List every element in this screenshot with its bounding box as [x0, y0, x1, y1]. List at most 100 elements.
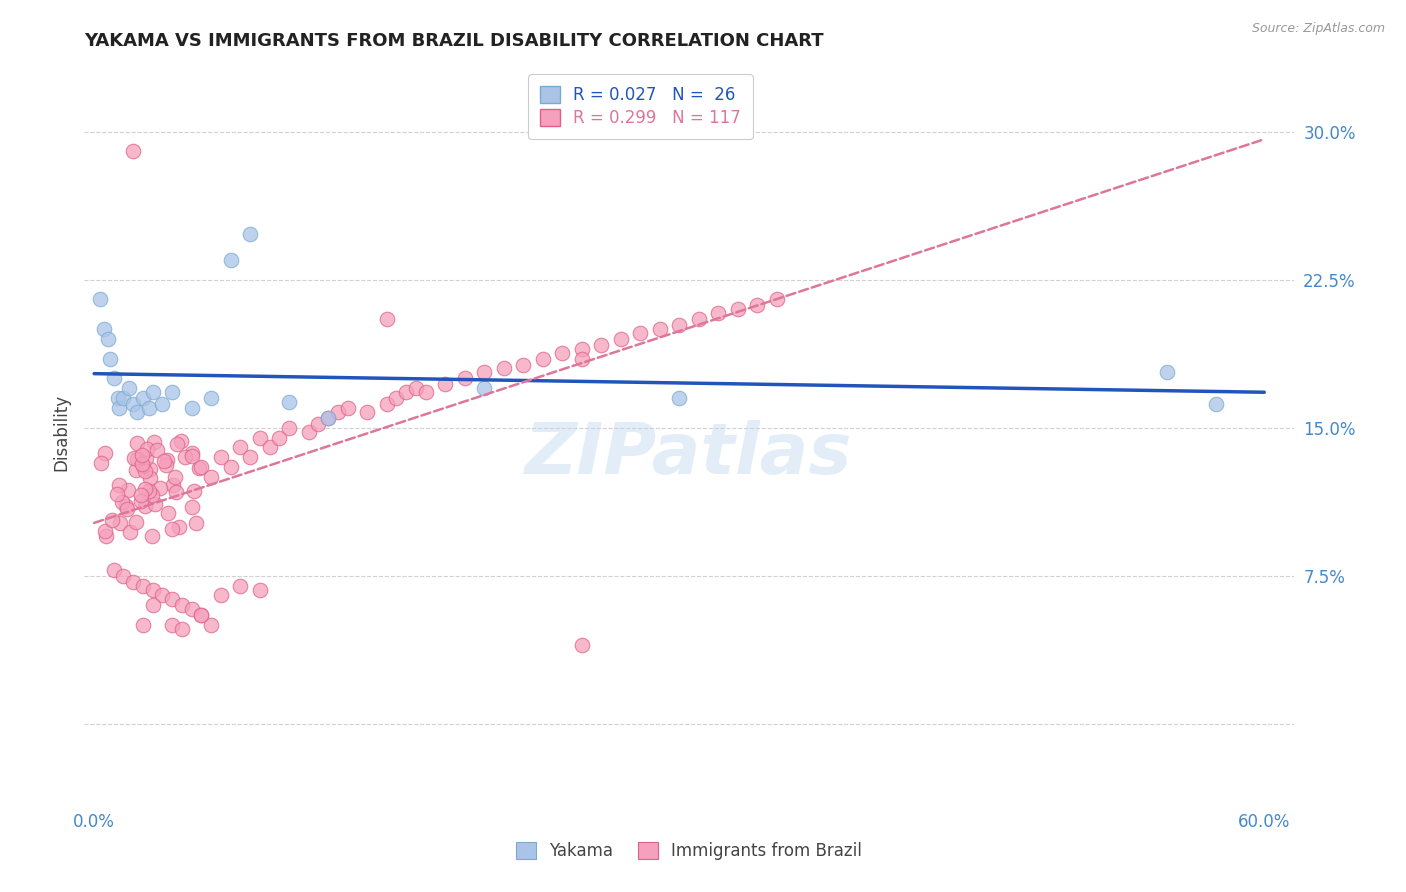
- Point: [157, 506, 180, 520]
- Point: [209, 589, 232, 603]
- Point: [108, 401, 131, 415]
- Point: [120, 525, 142, 540]
- Point: [492, 361, 515, 376]
- Point: [180, 401, 202, 415]
- Point: [150, 397, 173, 411]
- Point: [434, 377, 457, 392]
- Point: [167, 520, 190, 534]
- Point: [90, 456, 112, 470]
- Point: [375, 397, 398, 411]
- Point: [385, 391, 408, 405]
- Point: [108, 516, 131, 531]
- Point: [122, 397, 145, 411]
- Point: [200, 470, 222, 484]
- Point: [180, 449, 202, 463]
- Point: [94, 445, 117, 459]
- Point: [129, 488, 152, 502]
- Point: [512, 358, 534, 372]
- Text: Source: ZipAtlas.com: Source: ZipAtlas.com: [1251, 22, 1385, 36]
- Point: [531, 351, 554, 366]
- Point: [160, 618, 183, 632]
- Point: [139, 462, 162, 476]
- Point: [170, 599, 193, 613]
- Point: [180, 602, 202, 616]
- Point: [131, 448, 153, 462]
- Point: [108, 477, 131, 491]
- Point: [142, 599, 165, 613]
- Point: [1156, 365, 1178, 379]
- Point: [152, 454, 174, 468]
- Point: [249, 431, 271, 445]
- Point: [183, 483, 205, 498]
- Point: [472, 365, 495, 379]
- Point: [141, 488, 163, 502]
- Point: [162, 477, 184, 491]
- Point: [132, 579, 155, 593]
- Point: [190, 608, 212, 623]
- Point: [186, 516, 208, 530]
- Point: [111, 495, 134, 509]
- Point: [707, 306, 730, 320]
- Point: [765, 293, 787, 307]
- Point: [93, 322, 115, 336]
- Point: [142, 434, 165, 449]
- Point: [122, 574, 145, 589]
- Point: [472, 381, 495, 395]
- Point: [190, 460, 212, 475]
- Point: [326, 405, 349, 419]
- Point: [375, 312, 398, 326]
- Point: [134, 483, 156, 497]
- Text: YAKAMA VS IMMIGRANTS FROM BRAZIL DISABILITY CORRELATION CHART: YAKAMA VS IMMIGRANTS FROM BRAZIL DISABIL…: [84, 32, 824, 50]
- Point: [156, 452, 179, 467]
- Point: [135, 450, 157, 465]
- Point: [648, 322, 671, 336]
- Point: [298, 425, 321, 439]
- Point: [125, 463, 148, 477]
- Point: [165, 485, 187, 500]
- Text: ZIPatlas: ZIPatlas: [526, 420, 852, 490]
- Point: [98, 351, 121, 366]
- Point: [609, 332, 631, 346]
- Point: [571, 351, 593, 366]
- Point: [668, 318, 690, 332]
- Point: [127, 436, 149, 450]
- Point: [181, 446, 204, 460]
- Point: [122, 145, 145, 159]
- Point: [105, 487, 128, 501]
- Point: [668, 391, 690, 405]
- Point: [200, 618, 222, 632]
- Point: [229, 579, 252, 593]
- Point: [173, 450, 195, 465]
- Y-axis label: Disability: Disability: [52, 394, 70, 471]
- Point: [138, 471, 160, 485]
- Point: [278, 395, 301, 409]
- Point: [142, 385, 165, 400]
- Point: [125, 515, 148, 529]
- Point: [170, 434, 193, 448]
- Point: [162, 523, 184, 537]
- Point: [239, 227, 262, 242]
- Point: [160, 592, 183, 607]
- Point: [269, 431, 291, 445]
- Point: [134, 499, 156, 513]
- Point: [1205, 397, 1227, 411]
- Point: [453, 371, 475, 385]
- Point: [117, 483, 139, 497]
- Point: [129, 494, 152, 508]
- Point: [103, 371, 125, 385]
- Point: [571, 638, 593, 652]
- Point: [571, 342, 593, 356]
- Point: [163, 470, 186, 484]
- Point: [307, 417, 329, 431]
- Point: [188, 460, 211, 475]
- Point: [115, 502, 138, 516]
- Point: [727, 302, 749, 317]
- Point: [132, 459, 155, 474]
- Point: [688, 312, 710, 326]
- Point: [591, 338, 613, 352]
- Point: [747, 298, 769, 312]
- Point: [190, 608, 212, 623]
- Point: [94, 529, 117, 543]
- Point: [155, 458, 177, 473]
- Point: [160, 385, 183, 400]
